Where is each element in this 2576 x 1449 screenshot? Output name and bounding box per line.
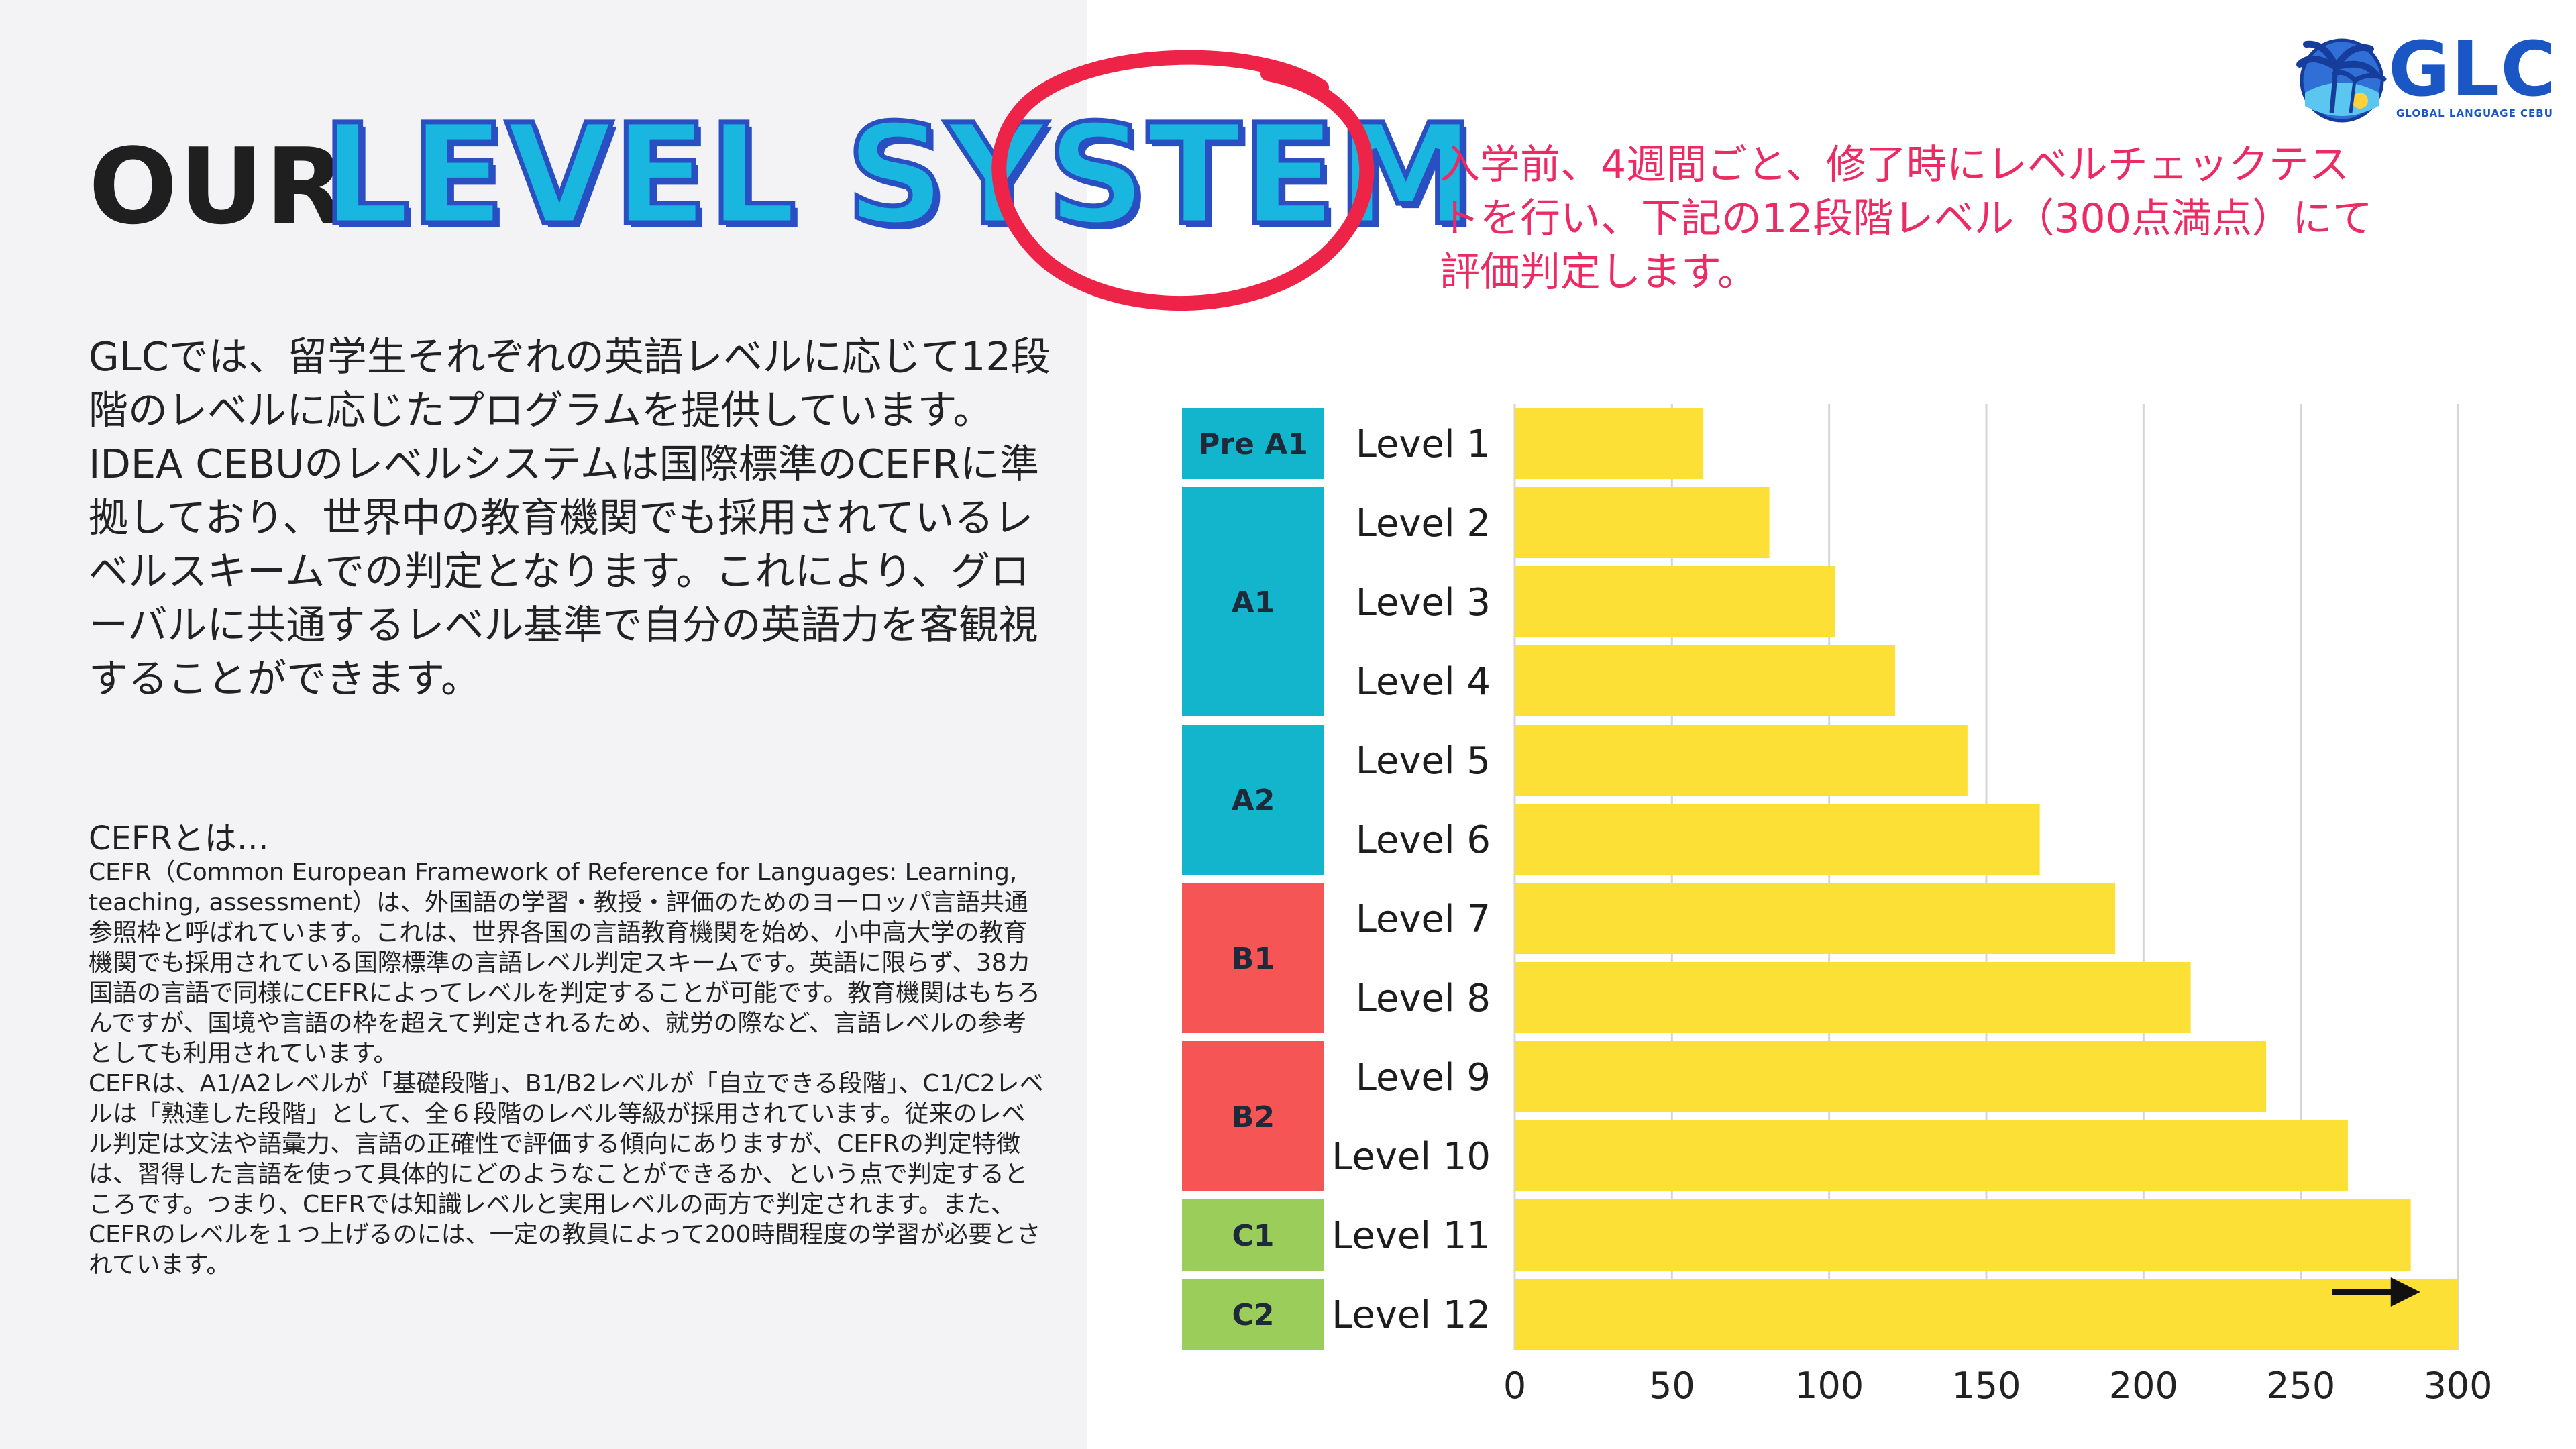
cefr-heading: CEFRとは… xyxy=(89,820,269,857)
bar-level-2 xyxy=(1515,487,1770,558)
cefr-label-a2: A2 xyxy=(1232,784,1275,818)
category-label-level-9: Level 9 xyxy=(1356,1056,1491,1099)
x-tick-label-200: 200 xyxy=(2109,1364,2178,1407)
bar-level-6 xyxy=(1515,804,2040,875)
bar-level-3 xyxy=(1515,566,1836,637)
arrow-right-icon xyxy=(2390,1277,2420,1307)
chart-bars xyxy=(1515,408,2458,1350)
category-label-level-10: Level 10 xyxy=(1332,1135,1491,1179)
bar-level-10 xyxy=(1515,1120,2348,1191)
category-label-level-6: Level 6 xyxy=(1356,818,1491,862)
page-title: LEVEL SYSTEM xyxy=(319,95,1477,256)
cefr-box-b2 xyxy=(1182,1041,1324,1191)
x-tick-label-150: 150 xyxy=(1951,1364,2021,1407)
category-label-level-7: Level 7 xyxy=(1356,898,1491,941)
test-note: 入学前、4週間ごと、修了時にレベルチェックテストを行い、下記の12段階レベル（3… xyxy=(1440,142,2373,296)
chart-gridlines xyxy=(1513,404,2459,1350)
bar-level-1 xyxy=(1515,408,1704,479)
x-tick-label-300: 300 xyxy=(2423,1364,2492,1407)
cefr-label-b2: B2 xyxy=(1232,1100,1275,1134)
cefr-box-b1 xyxy=(1182,883,1324,1033)
bar-level-5 xyxy=(1515,724,1968,796)
cefr-box-pre-a1 xyxy=(1182,408,1324,479)
title-prefix: OUR xyxy=(89,125,347,248)
bar-level-4 xyxy=(1515,645,1896,716)
category-label-level-5: Level 5 xyxy=(1356,739,1491,783)
logo-subtitle: GLOBAL LANGUAGE CEBU xyxy=(2396,107,2553,119)
cefr-group-boxes: Pre A1 A1 A2 B1 B2 C1 C2 xyxy=(1182,408,1324,1350)
bar-level-8 xyxy=(1515,962,2191,1033)
cefr-box-a1 xyxy=(1182,487,1324,716)
x-tick-labels: 0 50 100 150 200 250 300 xyxy=(1503,1364,2493,1407)
cefr-label-pre-a1: Pre A1 xyxy=(1198,427,1308,462)
bar-level-9 xyxy=(1515,1041,2267,1112)
red-circle-decoration xyxy=(991,50,1375,311)
x-tick-label-50: 50 xyxy=(1649,1364,1695,1407)
bar-level-7 xyxy=(1515,883,2116,954)
cefr-label-a1: A1 xyxy=(1232,586,1275,620)
cefr-label-b1: B1 xyxy=(1232,942,1275,976)
intro-paragraph: GLCでは、留学生それぞれの英語レベルに応じて12段階のレベルに応じたプログラム… xyxy=(89,333,1051,702)
category-labels: Level 1 Level 2 Level 3 Level 4 Level 5 Level… xyxy=(1332,423,1491,1337)
logo-name: GLC xyxy=(2388,26,2557,113)
cefr-box-c2 xyxy=(1182,1279,1324,1350)
x-tick-label-100: 100 xyxy=(1794,1364,1864,1407)
x-tick-label-250: 250 xyxy=(2266,1364,2335,1407)
category-label-level-8: Level 8 xyxy=(1356,977,1491,1020)
category-label-level-11: Level 11 xyxy=(1332,1214,1491,1258)
x-tick-label-0: 0 xyxy=(1503,1364,1526,1407)
cefr-label-c1: C1 xyxy=(1232,1219,1275,1253)
category-label-level-2: Level 2 xyxy=(1356,502,1491,545)
bar-level-12 xyxy=(1515,1279,2458,1350)
category-label-level-1: Level 1 xyxy=(1356,423,1491,466)
left-panel xyxy=(0,0,1087,1449)
category-label-level-3: Level 3 xyxy=(1356,581,1491,625)
cefr-box-c1 xyxy=(1182,1199,1324,1271)
cefr-box-a2 xyxy=(1182,724,1324,875)
category-label-level-4: Level 4 xyxy=(1356,660,1491,704)
cefr-body: CEFR（Common European Framework of Refere… xyxy=(89,859,1044,1279)
bar-level-11 xyxy=(1515,1199,2411,1271)
glc-logo-icon xyxy=(2296,38,2387,123)
cefr-label-c2: C2 xyxy=(1232,1298,1275,1332)
category-label-level-12: Level 12 xyxy=(1332,1293,1491,1337)
chart-annotation xyxy=(2332,1277,2420,1307)
